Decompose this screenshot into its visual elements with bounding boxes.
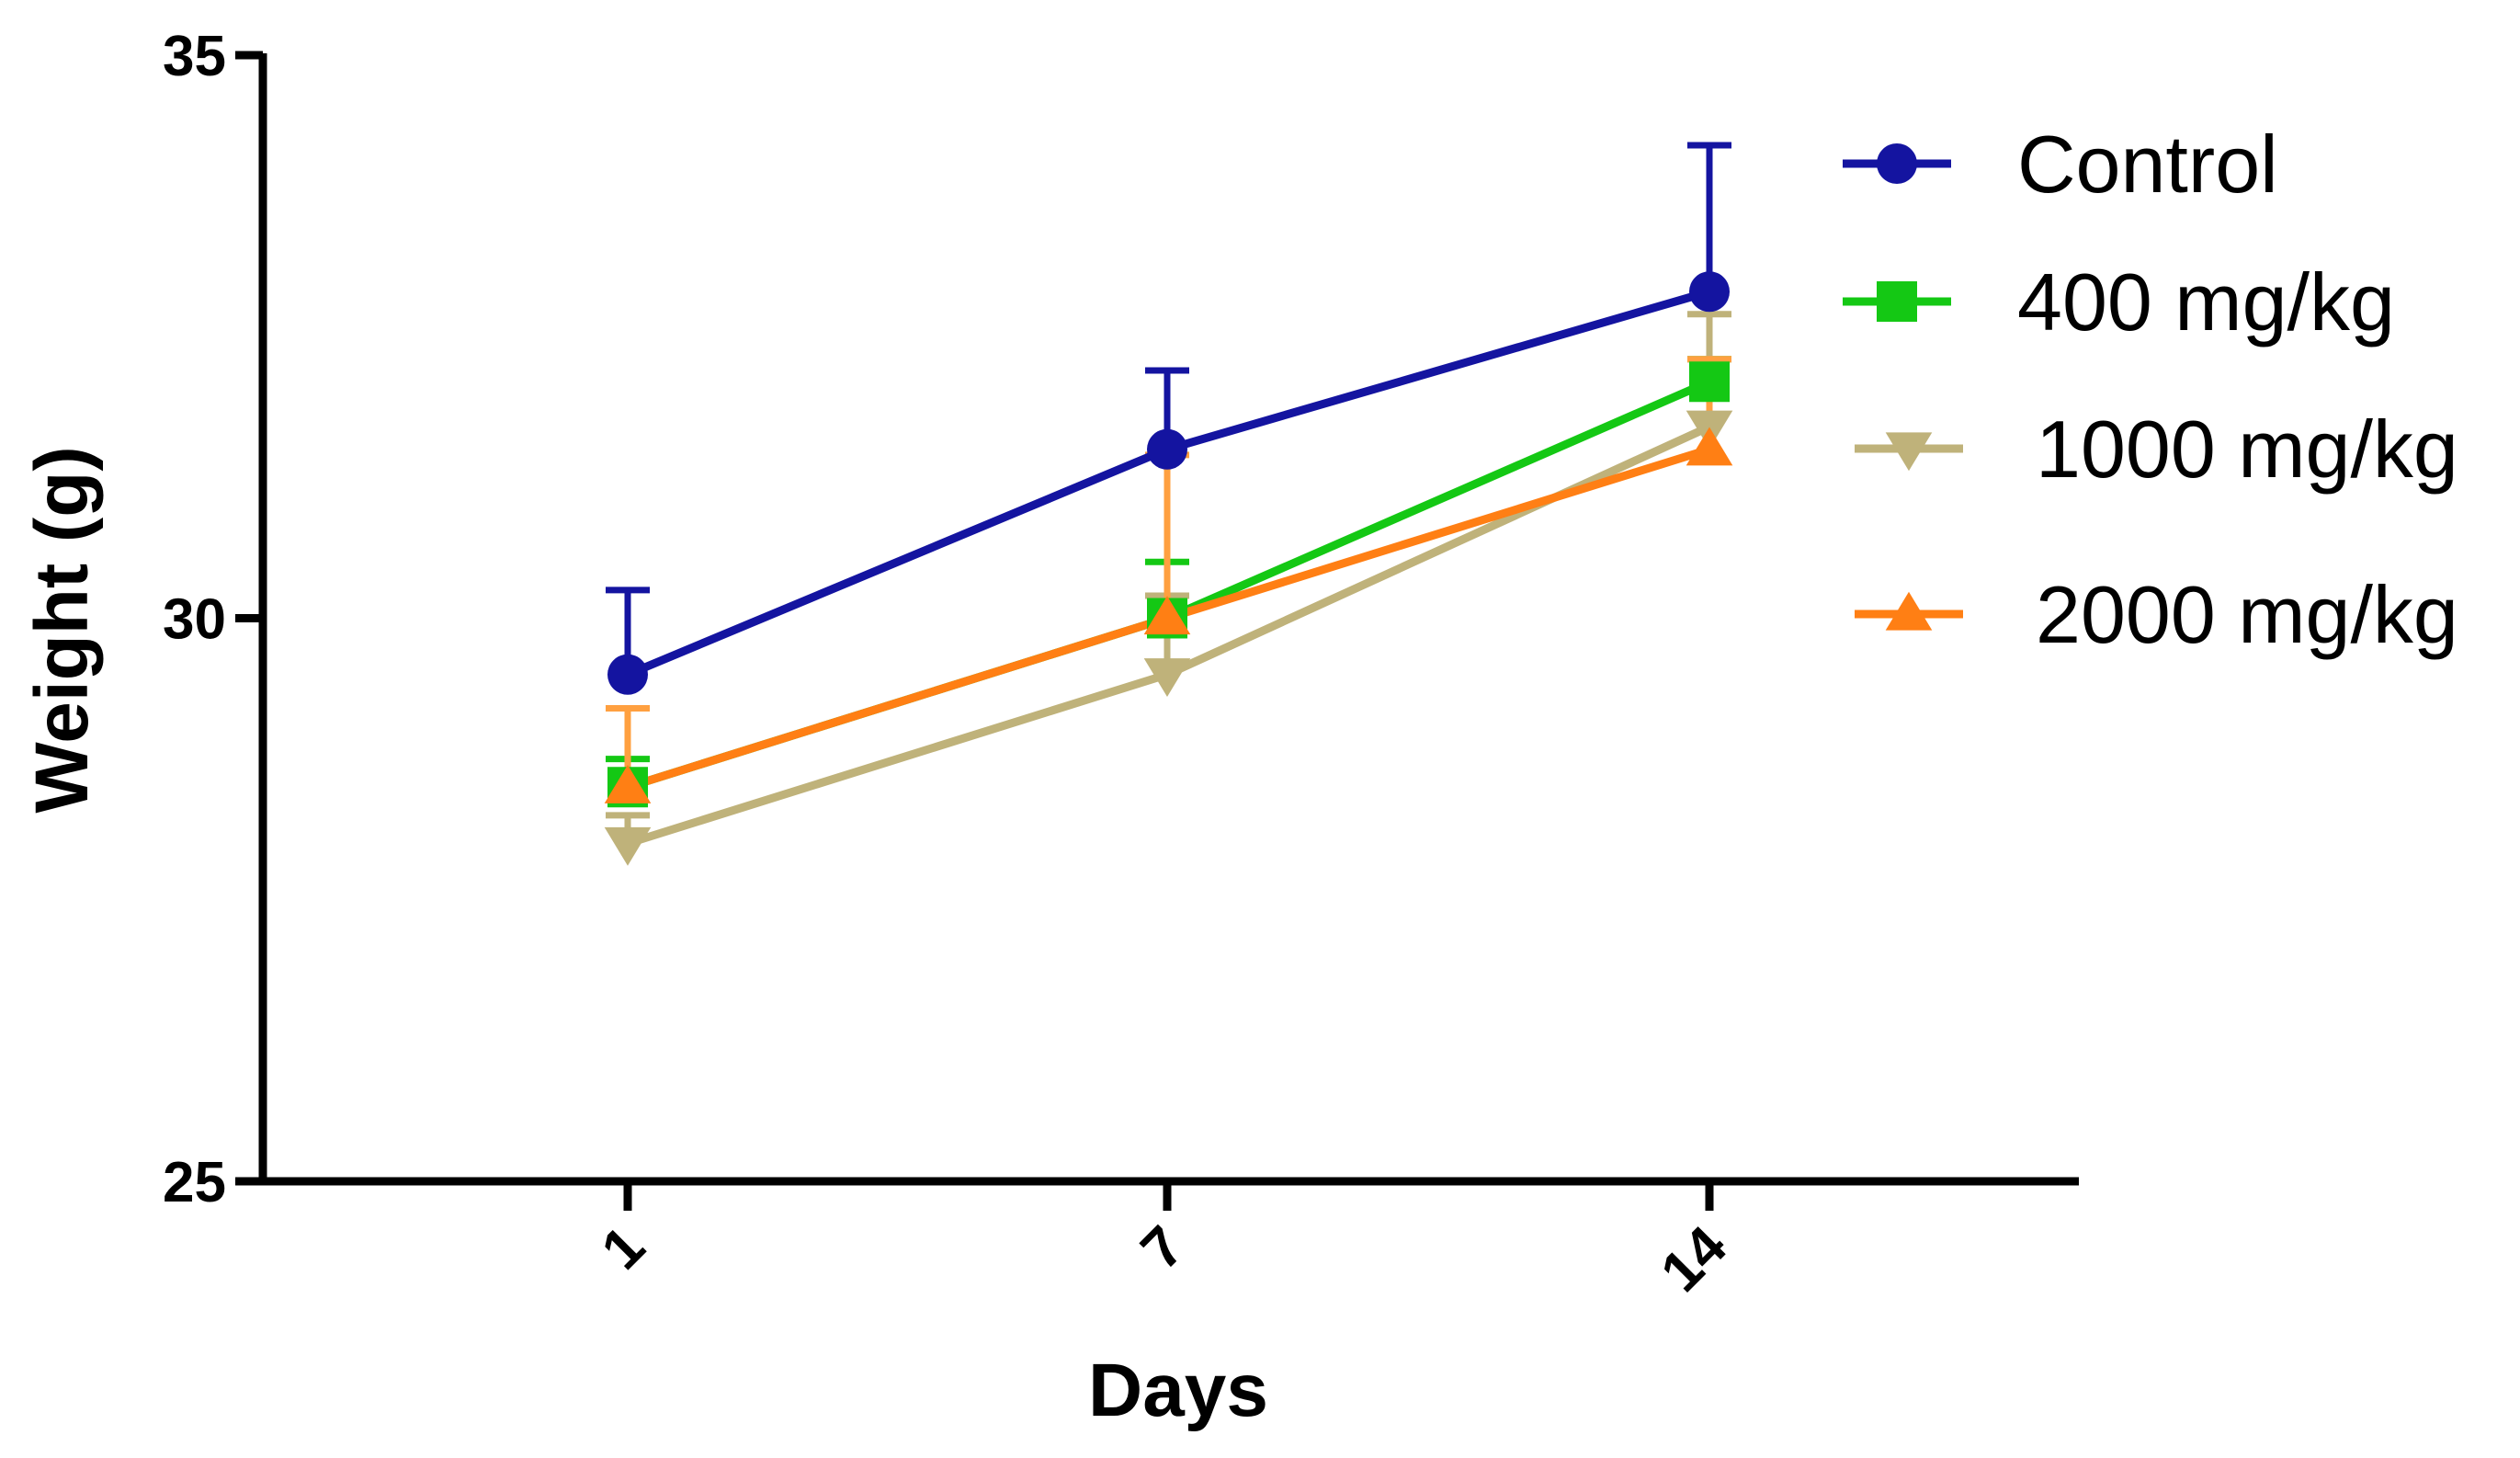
y-axis-title: Weight (g)	[20, 446, 104, 813]
legend-marker	[1877, 143, 1917, 184]
legend-label: Control	[2017, 119, 2278, 210]
legend: Control 400 mg/kg 1000 mg/kg 2000 mg/kg	[1843, 119, 2458, 660]
x-tick-label: 1	[590, 1214, 657, 1281]
data-point	[604, 826, 652, 866]
legend-marker	[1885, 591, 1933, 631]
data-point	[1143, 658, 1191, 697]
legend-label: 400 mg/kg	[2017, 256, 2395, 347]
axes: 25 30 35 1 7 14	[163, 25, 2079, 1304]
x-tick-label: 14	[1649, 1214, 1739, 1304]
y-tick-label: 35	[163, 25, 226, 88]
data-point	[1686, 427, 1733, 466]
x-tick-label: 7	[1129, 1214, 1197, 1281]
legend-label: 1000 mg/kg	[2036, 404, 2458, 495]
x-axis-title: Days	[1088, 1349, 1268, 1432]
data-point	[1147, 428, 1187, 470]
series-markers	[604, 271, 1733, 866]
y-tick-label: 25	[163, 1151, 226, 1214]
data-point	[1689, 271, 1730, 313]
y-tick-label: 30	[163, 588, 226, 652]
legend-label: 2000 mg/kg	[2036, 569, 2458, 660]
data-point	[604, 765, 652, 803]
legend-marker	[1885, 432, 1933, 472]
legend-marker	[1877, 281, 1917, 322]
data-point	[607, 654, 648, 695]
data-point	[1689, 361, 1730, 403]
data-point	[1143, 596, 1191, 635]
